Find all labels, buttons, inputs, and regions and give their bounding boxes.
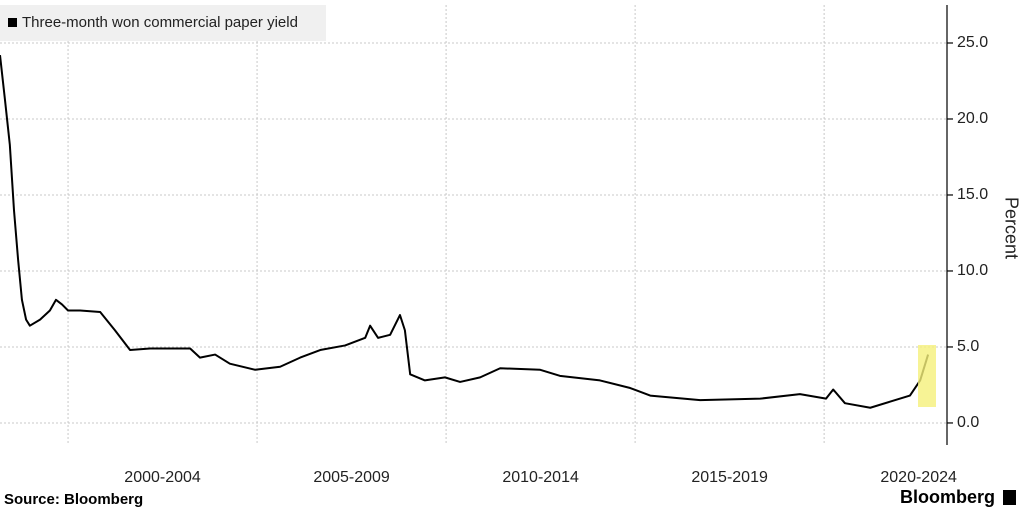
x-tick-label: 2000-2004: [124, 469, 201, 486]
brand-icon: [1003, 490, 1016, 505]
x-tick-label: 2020-2024: [880, 469, 957, 486]
legend-swatch: [8, 18, 17, 27]
series-line: [0, 55, 930, 409]
y-tick-label: 20.0: [957, 110, 988, 127]
legend-box: [0, 5, 326, 41]
y-tick-label: 5.0: [957, 338, 979, 355]
x-tick-label: 2015-2019: [691, 469, 768, 486]
brand: Bloomberg: [900, 487, 995, 507]
legend-label: Three-month won commercial paper yield: [22, 14, 298, 31]
y-tick-label: 15.0: [957, 186, 988, 203]
source: Source: Bloomberg: [4, 491, 143, 508]
y-tick-label: 10.0: [957, 262, 988, 279]
y-tick-label: 0.0: [957, 414, 979, 431]
highlight: [918, 345, 936, 407]
y-axis-title: Percent: [1001, 197, 1021, 259]
x-tick-label: 2005-2009: [313, 469, 390, 486]
y-tick-label: 25.0: [957, 34, 988, 51]
x-tick-label: 2010-2014: [502, 469, 579, 486]
